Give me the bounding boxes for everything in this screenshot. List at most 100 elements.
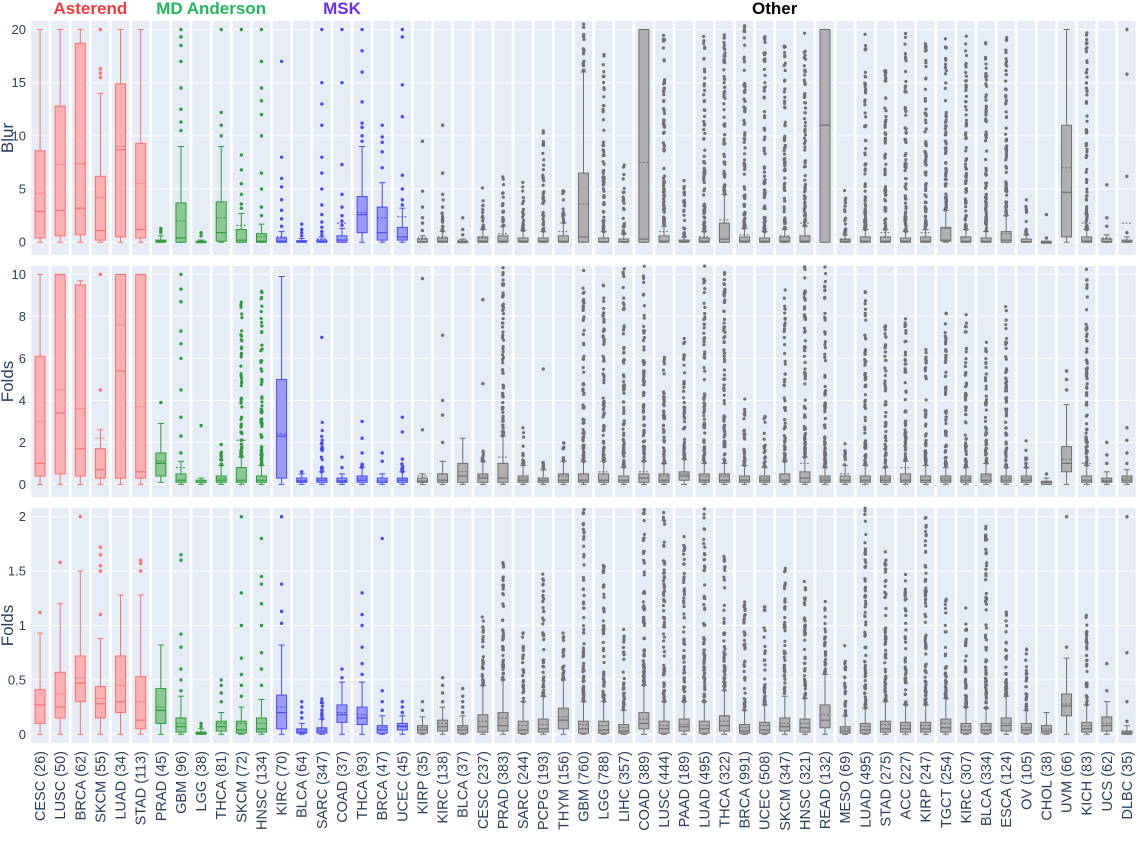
outlier-point [602, 320, 606, 324]
outlier-point [964, 190, 968, 194]
outlier-point [702, 440, 706, 444]
outlier-point [461, 227, 465, 232]
outlier-point [340, 455, 344, 459]
outlier-point [722, 123, 726, 127]
outlier-point [903, 194, 907, 198]
outlier-point [943, 182, 947, 186]
outlier-point [803, 111, 807, 115]
outlier-point [360, 100, 364, 104]
box-0-22 [477, 186, 489, 243]
outlier-point [964, 136, 968, 140]
outlier-point [561, 217, 566, 222]
outlier-point [1004, 208, 1008, 212]
outlier-point [924, 61, 928, 65]
outlier-point [1004, 48, 1008, 52]
outlier-point [582, 25, 586, 29]
outlier-point [239, 153, 244, 157]
outlier-point [743, 110, 747, 114]
outlier-point [682, 420, 687, 424]
outlier-point [722, 386, 726, 391]
outlier-point [1084, 402, 1088, 407]
outlier-point [702, 457, 706, 461]
outlier-point [943, 65, 947, 70]
outlier-point [883, 354, 887, 358]
outlier-point [802, 194, 806, 198]
panel-0-column-bg [554, 21, 573, 255]
outlier-point [703, 70, 707, 74]
outlier-point [863, 153, 867, 157]
outlier-point [984, 357, 988, 361]
outlier-point [904, 182, 908, 186]
outlier-point [743, 187, 747, 191]
outlier-point [1004, 449, 1008, 453]
box-1-9 [215, 442, 227, 485]
outlier-point [802, 209, 806, 213]
panel-0-column-bg [152, 21, 170, 255]
outlier-point [984, 133, 989, 137]
box-iqr [658, 235, 670, 243]
outlier-point [179, 43, 183, 48]
panel-1-column-bg [313, 266, 331, 497]
outlier-point [743, 397, 747, 401]
outlier-point [621, 359, 625, 363]
outlier-point [883, 350, 887, 354]
outlier-point [602, 153, 606, 157]
outlier-point [1004, 341, 1009, 345]
outlier-point [742, 220, 746, 224]
outlier-point [1004, 346, 1008, 350]
outlier-point [984, 136, 988, 140]
outlier-point [864, 318, 868, 322]
outlier-point [621, 332, 625, 336]
outlier-point [923, 130, 927, 134]
outlier-point [924, 377, 928, 381]
outlier-point [661, 424, 666, 428]
outlier-point [682, 203, 686, 208]
outlier-point [802, 50, 806, 54]
outlier-point [179, 356, 183, 361]
outlier-point [601, 140, 606, 144]
outlier-point [782, 226, 786, 230]
outlier-point [1004, 93, 1008, 98]
outlier-point [743, 121, 747, 125]
outlier-point [621, 379, 626, 384]
outlier-point [320, 225, 324, 230]
outlier-point [682, 363, 686, 367]
outlier-point [98, 71, 103, 75]
outlier-point [803, 442, 807, 447]
box-0-41 [859, 32, 871, 243]
outlier-point [802, 207, 806, 211]
outlier-point [602, 95, 606, 99]
outlier-point [803, 173, 807, 178]
outlier-point [782, 185, 787, 189]
outlier-point [622, 303, 626, 307]
outlier-point [722, 309, 726, 313]
outlier-point [702, 178, 706, 182]
outlier-point [803, 159, 807, 163]
panel-0-column-bg [1118, 21, 1136, 255]
outlier-point [984, 439, 988, 443]
outlier-point [863, 352, 867, 356]
box-1-17 [376, 451, 388, 485]
outlier-point [843, 216, 848, 220]
outlier-point [964, 124, 968, 128]
outlier-point [743, 216, 747, 220]
outlier-point [964, 222, 968, 227]
outlier-point [702, 154, 706, 159]
box-0-18 [396, 27, 408, 243]
outlier-point [581, 427, 585, 432]
outlier-point [984, 349, 988, 353]
outlier-point [702, 93, 706, 97]
outlier-point [1084, 393, 1089, 398]
box-0-11 [255, 27, 267, 243]
outlier-point [904, 215, 908, 219]
outlier-point [199, 230, 203, 235]
outlier-point [702, 57, 706, 61]
outlier-point [662, 357, 666, 362]
outlier-point [903, 398, 907, 402]
outlier-point [883, 345, 887, 350]
outlier-point [924, 398, 928, 402]
outlier-point [763, 414, 767, 418]
outlier-point [904, 158, 908, 162]
outlier-point [1004, 389, 1009, 393]
outlier-point [320, 155, 324, 159]
